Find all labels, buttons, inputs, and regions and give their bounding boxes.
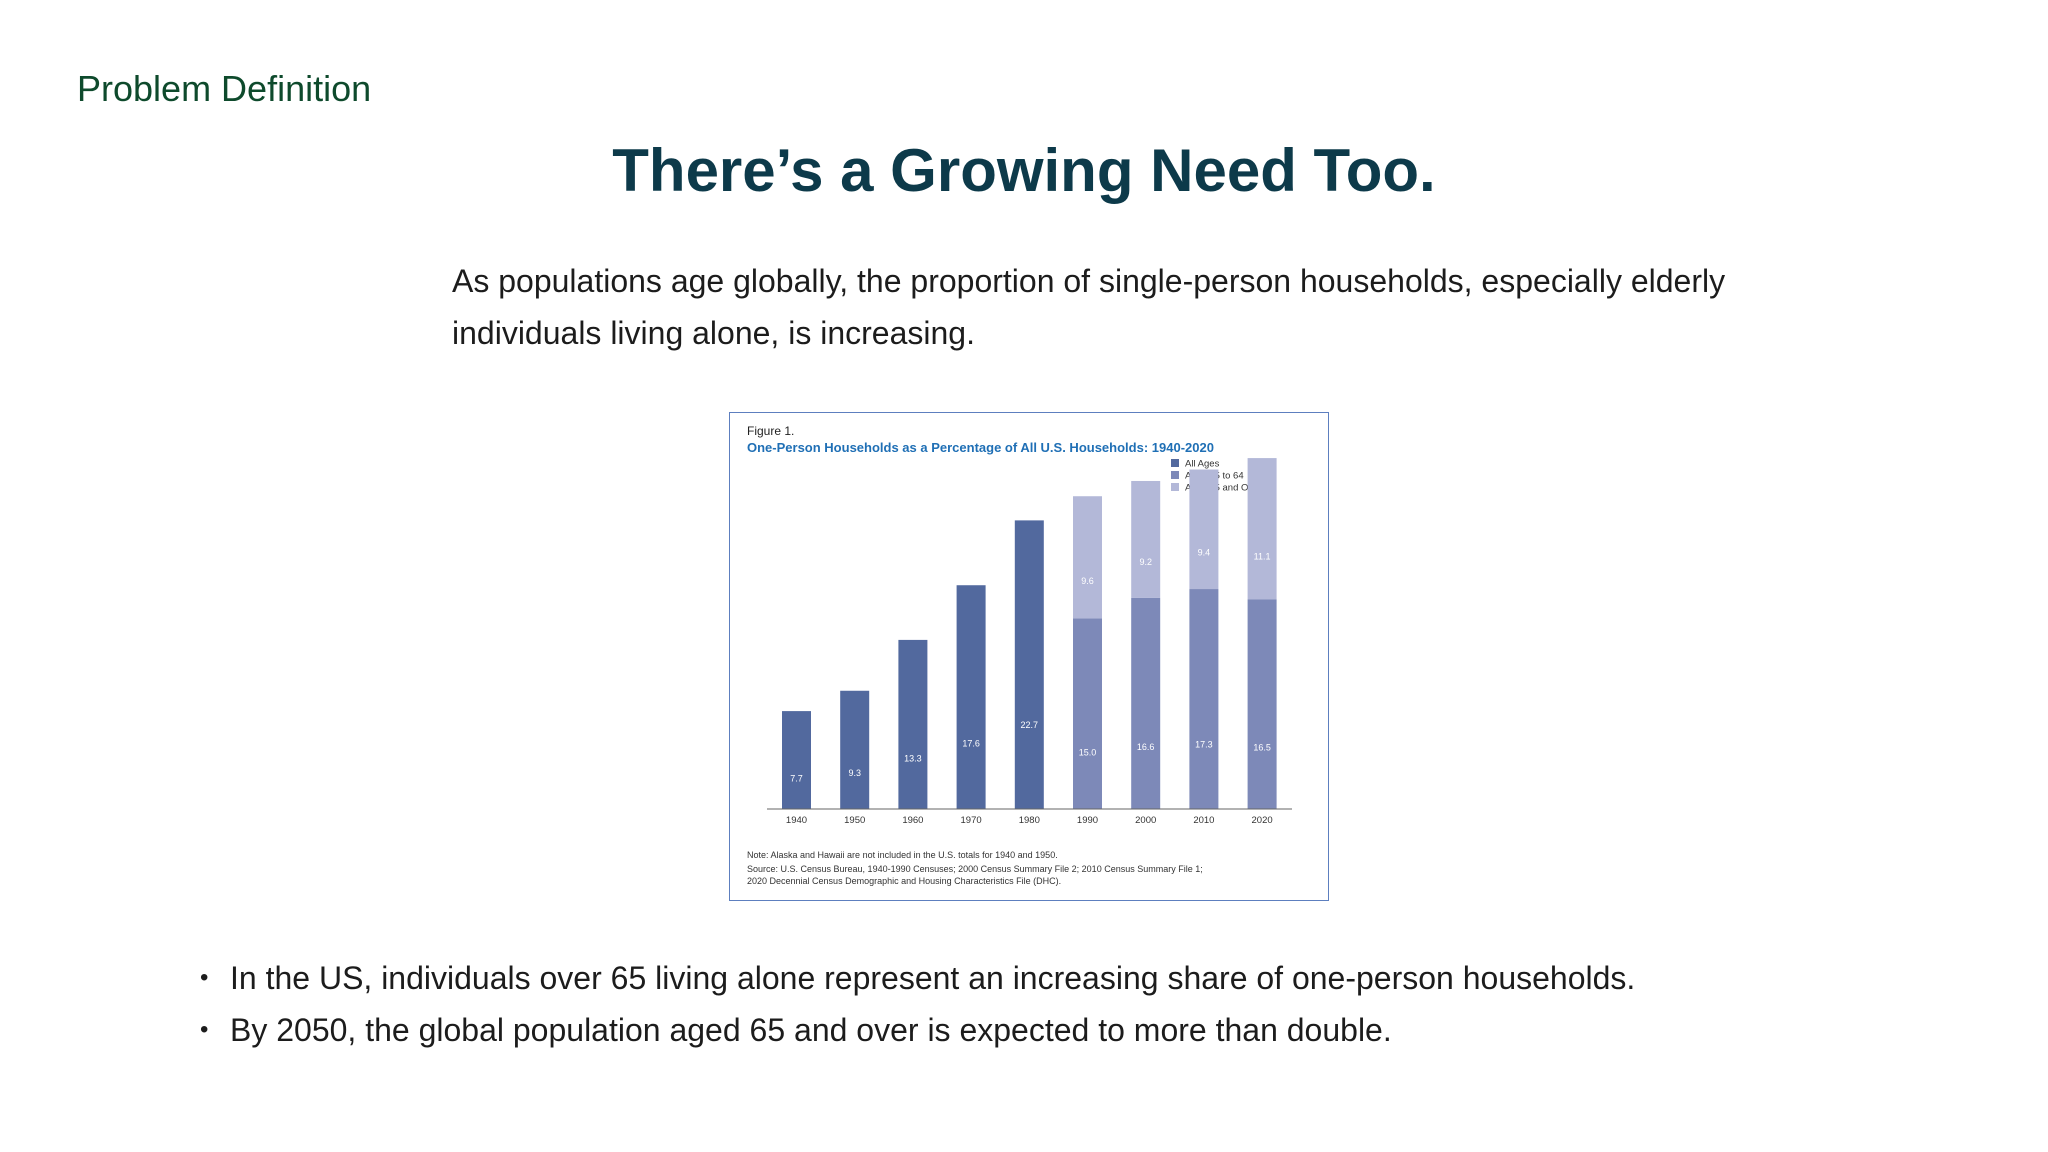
figure-panel: Figure 1. One-Person Households as a Per… <box>729 412 1329 901</box>
x-tick-label: 1960 <box>902 815 923 826</box>
x-tick-label: 1970 <box>961 815 982 826</box>
bullet-item: By 2050, the global population aged 65 a… <box>200 1004 2000 1056</box>
slide-title: There’s a Growing Need Too. <box>612 137 1436 204</box>
data-label: 17.6 <box>962 738 980 748</box>
data-label: 7.7 <box>790 774 803 784</box>
legend-label: Ages 65 and Older <box>1185 483 1264 494</box>
bar-1960-all-ages <box>898 639 928 809</box>
x-tick-label: 1940 <box>786 815 807 826</box>
legend-swatch <box>1171 459 1179 467</box>
bullet-item: In the US, individuals over 65 living al… <box>200 952 2000 1004</box>
x-tick-label: 2000 <box>1135 815 1156 826</box>
bar-2000-ages-65-and-older <box>1131 480 1161 598</box>
bar-2000-ages-15-to-64 <box>1131 597 1161 809</box>
data-label: 9.4 <box>1198 548 1211 558</box>
x-axis-ticks: 1940 1950 1960 1970 1980 1990 2000 2010 2020 <box>786 815 1273 826</box>
x-tick-label: 1980 <box>1019 815 1040 826</box>
legend-swatch <box>1171 483 1179 491</box>
one-person-households-chart: Figure 1. One-Person Households as a Per… <box>747 424 1292 886</box>
legend-swatch <box>1171 471 1179 479</box>
chart-source-line-2: 2020 Decennial Census Demographic and Ho… <box>747 876 1061 886</box>
data-label: 22.7 <box>1021 720 1039 730</box>
data-label: 9.2 <box>1139 557 1152 567</box>
figure-label: Figure 1. <box>747 424 794 438</box>
bar-1970-all-ages <box>956 585 986 809</box>
bar-2010-ages-65-and-older <box>1189 469 1219 590</box>
chart-note: Note: Alaska and Hawaii are not included… <box>747 850 1058 860</box>
x-tick-label: 1950 <box>844 815 865 826</box>
bar-1990-ages-65-and-older <box>1073 496 1102 619</box>
x-tick-label: 1990 <box>1077 815 1098 826</box>
section-label: Problem Definition <box>77 68 372 109</box>
bar-1940-all-ages <box>782 711 811 809</box>
data-label: 15.0 <box>1079 748 1097 758</box>
bar-1980-all-ages <box>1014 520 1044 809</box>
data-label: 17.3 <box>1195 739 1213 749</box>
bar-2010-ages-15-to-64 <box>1189 589 1219 809</box>
bar-1950-all-ages <box>840 690 870 809</box>
data-label: 16.6 <box>1137 742 1155 752</box>
bar-2020-ages-65-and-older <box>1247 458 1277 600</box>
x-tick-label: 2020 <box>1252 815 1273 826</box>
data-label: 16.5 <box>1253 742 1271 752</box>
data-label: 13.3 <box>904 754 922 764</box>
chart-title: One-Person Households as a Percentage of… <box>747 440 1214 455</box>
intro-paragraph: As populations age globally, the proport… <box>452 263 1726 351</box>
data-label: 9.3 <box>848 768 861 778</box>
bullet-list: In the US, individuals over 65 living al… <box>200 952 2000 1056</box>
bar-1990-ages-15-to-64 <box>1073 618 1102 809</box>
legend-label: All Ages <box>1185 459 1220 470</box>
chart-bars: 7.7 9.3 13.3 17.6 22.7 15.0 9.6 16.6 9.2 17.3 9.4 1… <box>782 458 1277 809</box>
x-tick-label: 2010 <box>1193 815 1214 826</box>
data-label: 9.6 <box>1081 576 1094 586</box>
data-label: 11.1 <box>1254 552 1271 562</box>
bar-2020-ages-15-to-64 <box>1247 599 1277 809</box>
chart-source-line-1: Source: U.S. Census Bureau, 1940-1990 Ce… <box>747 864 1203 874</box>
